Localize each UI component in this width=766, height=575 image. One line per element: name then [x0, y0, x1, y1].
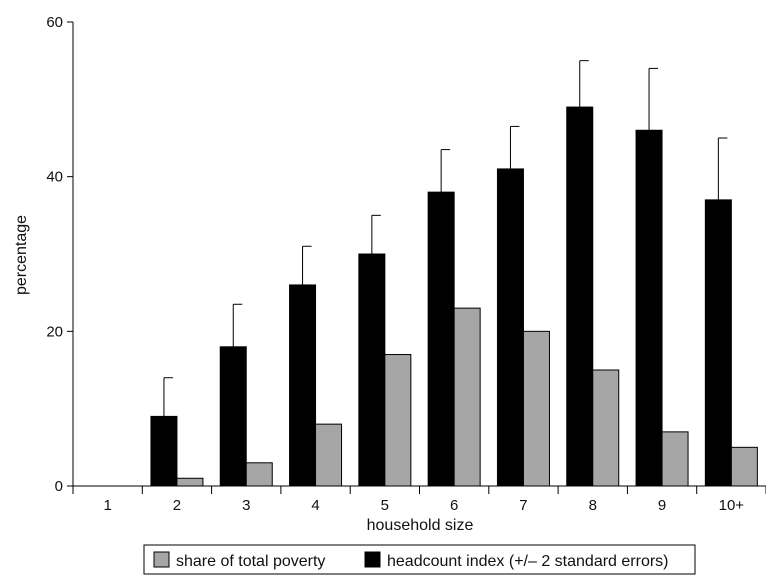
x-tick-label: 2: [173, 497, 181, 514]
y-axis-title: percentage: [13, 215, 30, 295]
share-bar: [384, 354, 412, 487]
legend: share of total poverty headcount index (…: [143, 544, 696, 575]
headcount-bar: [219, 346, 247, 487]
headcount-bar: [566, 106, 594, 487]
x-axis-title: household size: [367, 517, 474, 534]
share-bar: [453, 307, 481, 487]
x-tick-label: 10+: [719, 497, 745, 514]
legend-swatch-share: [153, 551, 170, 568]
legend-label-share: share of total poverty: [176, 553, 325, 570]
share-bar: [245, 462, 273, 487]
share-bar: [315, 423, 343, 487]
legend-swatch-headcount: [364, 551, 381, 568]
share-bar: [176, 477, 204, 487]
x-tick-label: 7: [519, 497, 527, 514]
legend-label-headcount: headcount index (+/– 2 standard errors): [387, 553, 669, 570]
headcount-bar: [427, 191, 455, 487]
headcount-bar: [289, 284, 317, 487]
x-tick-label: 5: [381, 497, 389, 514]
y-tick-label: 40: [46, 169, 63, 186]
headcount-bar: [150, 415, 178, 487]
headcount-bar: [704, 199, 732, 487]
x-tick-label: 9: [658, 497, 666, 514]
x-tick-label: 8: [589, 497, 597, 514]
headcount-bar: [496, 168, 524, 487]
headcount-bar: [358, 253, 386, 487]
share-bar: [522, 330, 550, 487]
headcount-bar: [635, 129, 663, 487]
x-tick-label: 4: [311, 497, 319, 514]
y-tick-label: 20: [46, 323, 63, 340]
y-tick-label: 60: [46, 14, 63, 31]
share-bar: [730, 446, 758, 487]
x-tick-label: 3: [242, 497, 250, 514]
y-tick-label: 0: [55, 478, 63, 495]
share-bar: [661, 431, 689, 487]
x-tick-label: 1: [103, 497, 111, 514]
x-tick-label: 6: [450, 497, 458, 514]
share-bar: [592, 369, 620, 487]
legend-box: [143, 544, 696, 575]
chart-marks: [81, 60, 758, 487]
